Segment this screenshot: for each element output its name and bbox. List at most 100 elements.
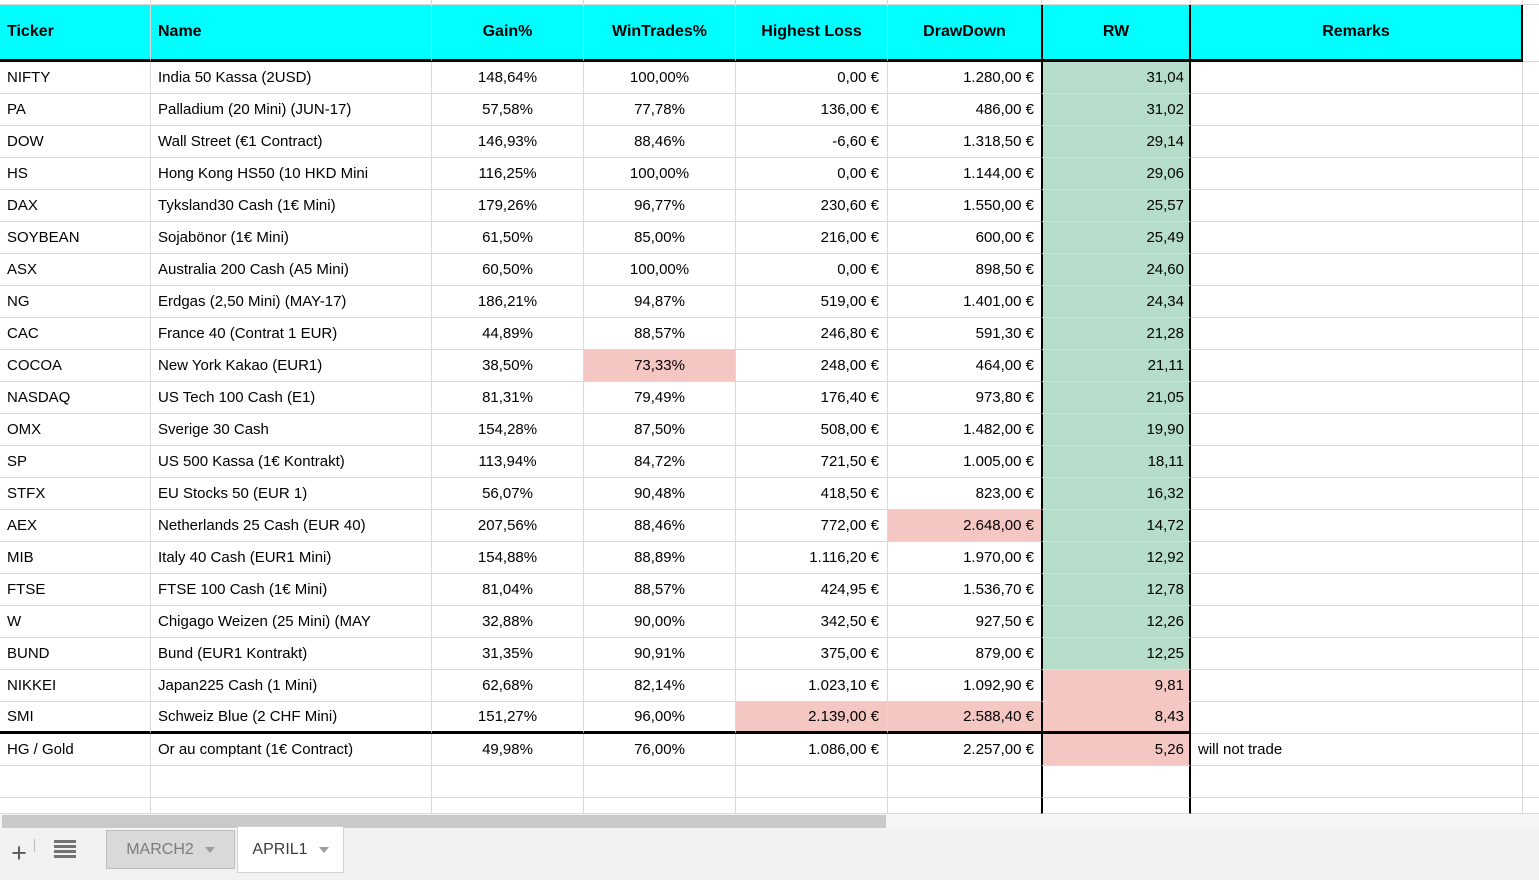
cell-loss[interactable]: 0,00 € <box>736 158 888 190</box>
cell-win[interactable]: 73,33% <box>584 350 736 382</box>
cell-rw[interactable]: 21,28 <box>1041 318 1191 350</box>
cell-dd[interactable]: 600,00 € <box>888 222 1041 254</box>
cell-dd[interactable]: 1.092,90 € <box>888 670 1041 702</box>
cell-rw[interactable]: 21,05 <box>1041 382 1191 414</box>
cell-dd[interactable]: 1.401,00 € <box>888 286 1041 318</box>
cell-dd[interactable]: 486,00 € <box>888 94 1041 126</box>
cell-gain[interactable] <box>432 798 584 814</box>
cell-name[interactable]: EU Stocks 50 (EUR 1) <box>151 478 432 510</box>
cell-loss[interactable]: -6,60 € <box>736 126 888 158</box>
cell-gain[interactable]: 179,26% <box>432 190 584 222</box>
cell-loss[interactable]: 246,80 € <box>736 318 888 350</box>
cell-gain[interactable]: 44,89% <box>432 318 584 350</box>
cell-rw[interactable]: 31,02 <box>1041 94 1191 126</box>
cell-loss[interactable]: 342,50 € <box>736 606 888 638</box>
cell-remarks[interactable] <box>1191 126 1523 158</box>
cell-rw[interactable]: 31,04 <box>1041 62 1191 94</box>
cell-ticker[interactable]: ASX <box>0 254 151 286</box>
cell-dd[interactable]: 2.257,00 € <box>888 734 1041 766</box>
cell-name[interactable]: France 40 (Contrat 1 EUR) <box>151 318 432 350</box>
cell-dd[interactable]: 464,00 € <box>888 350 1041 382</box>
cell-loss[interactable]: 418,50 € <box>736 478 888 510</box>
cell-loss[interactable]: 176,40 € <box>736 382 888 414</box>
cell-gain[interactable]: 57,58% <box>432 94 584 126</box>
cell-gain[interactable]: 49,98% <box>432 734 584 766</box>
cell-gain[interactable]: 207,56% <box>432 510 584 542</box>
cell-dd[interactable]: 927,50 € <box>888 606 1041 638</box>
cell-rw[interactable]: 24,60 <box>1041 254 1191 286</box>
cell-name[interactable]: India 50 Kassa (2USD) <box>151 62 432 94</box>
cell-ticker[interactable]: COCOA <box>0 350 151 382</box>
cell-remarks[interactable] <box>1191 94 1523 126</box>
cell-win[interactable]: 88,46% <box>584 510 736 542</box>
cell-name[interactable]: US Tech 100 Cash (E1) <box>151 382 432 414</box>
chevron-down-icon[interactable] <box>205 847 215 853</box>
column-header-loss[interactable]: Highest Loss <box>736 5 888 62</box>
cell-rw[interactable] <box>1041 798 1191 814</box>
cell-remarks[interactable] <box>1191 638 1523 670</box>
cell-loss[interactable]: 424,95 € <box>736 574 888 606</box>
cell-remarks[interactable] <box>1191 510 1523 542</box>
cell-rw[interactable]: 29,14 <box>1041 126 1191 158</box>
cell-remarks[interactable] <box>1191 446 1523 478</box>
cell-rw[interactable]: 29,06 <box>1041 158 1191 190</box>
cell-remarks[interactable] <box>1191 670 1523 702</box>
cell-dd[interactable]: 1.482,00 € <box>888 414 1041 446</box>
cell-ticker[interactable]: SMI <box>0 702 151 734</box>
cell-name[interactable]: New York Kakao (EUR1) <box>151 350 432 382</box>
cell-ticker[interactable]: MIB <box>0 542 151 574</box>
cell-name[interactable] <box>151 798 432 814</box>
cell-rw[interactable]: 9,81 <box>1041 670 1191 702</box>
cell-gain[interactable]: 32,88% <box>432 606 584 638</box>
cell-remarks[interactable] <box>1191 798 1523 814</box>
cell-rw[interactable]: 21,11 <box>1041 350 1191 382</box>
cell-name[interactable]: Erdgas (2,50 Mini) (MAY-17) <box>151 286 432 318</box>
cell-rw[interactable]: 5,26 <box>1041 734 1191 766</box>
cell-rw[interactable]: 18,11 <box>1041 446 1191 478</box>
cell-dd[interactable]: 1.280,00 € <box>888 62 1041 94</box>
cell-loss[interactable]: 0,00 € <box>736 62 888 94</box>
cell-name[interactable]: Netherlands 25 Cash (EUR 40) <box>151 510 432 542</box>
cell-win[interactable]: 90,91% <box>584 638 736 670</box>
cell-rw[interactable]: 19,90 <box>1041 414 1191 446</box>
cell-ticker[interactable]: DOW <box>0 126 151 158</box>
cell-win[interactable]: 77,78% <box>584 94 736 126</box>
cell-gain[interactable]: 116,25% <box>432 158 584 190</box>
cell-rw[interactable]: 12,25 <box>1041 638 1191 670</box>
cell-ticker[interactable]: HS <box>0 158 151 190</box>
cell-dd[interactable]: 1.550,00 € <box>888 190 1041 222</box>
cell-remarks[interactable] <box>1191 350 1523 382</box>
cell-ticker[interactable]: DAX <box>0 190 151 222</box>
cell-loss[interactable] <box>736 798 888 814</box>
cell-gain[interactable]: 154,88% <box>432 542 584 574</box>
cell-name[interactable]: Sverige 30 Cash <box>151 414 432 446</box>
cell-ticker[interactable]: AEX <box>0 510 151 542</box>
cell-dd[interactable]: 1.005,00 € <box>888 446 1041 478</box>
column-header-rw[interactable]: RW <box>1041 5 1191 62</box>
cell-dd[interactable]: 2.648,00 € <box>888 510 1041 542</box>
cell-name[interactable]: Palladium (20 Mini) (JUN-17) <box>151 94 432 126</box>
cell-dd[interactable]: 879,00 € <box>888 638 1041 670</box>
cell-name[interactable]: Hong Kong HS50 (10 HKD Mini <box>151 158 432 190</box>
cell-win[interactable]: 100,00% <box>584 62 736 94</box>
cell-ticker[interactable]: STFX <box>0 478 151 510</box>
cell-gain[interactable]: 61,50% <box>432 222 584 254</box>
cell-gain[interactable]: 56,07% <box>432 478 584 510</box>
horizontal-scrollbar[interactable] <box>0 814 1539 830</box>
cell-dd[interactable]: 2.588,40 € <box>888 702 1041 734</box>
sheet-tab-april1[interactable]: APRIL1 <box>237 826 344 873</box>
cell-dd[interactable]: 1.970,00 € <box>888 542 1041 574</box>
cell-dd[interactable]: 1.144,00 € <box>888 158 1041 190</box>
cell-win[interactable]: 88,46% <box>584 126 736 158</box>
add-sheet-button[interactable]: + <box>6 836 32 870</box>
cell-name[interactable]: US 500 Kassa (1€ Kontrakt) <box>151 446 432 478</box>
cell-remarks[interactable] <box>1191 606 1523 638</box>
cell-name[interactable]: Italy 40 Cash (EUR1 Mini) <box>151 542 432 574</box>
cell-rw[interactable]: 12,26 <box>1041 606 1191 638</box>
cell-loss[interactable]: 1.086,00 € <box>736 734 888 766</box>
cell-gain[interactable]: 113,94% <box>432 446 584 478</box>
cell-remarks[interactable] <box>1191 318 1523 350</box>
cell-name[interactable]: Or au comptant (1€ Contract) <box>151 734 432 766</box>
cell-gain[interactable]: 148,64% <box>432 62 584 94</box>
cell-ticker[interactable]: HG / Gold <box>0 734 151 766</box>
